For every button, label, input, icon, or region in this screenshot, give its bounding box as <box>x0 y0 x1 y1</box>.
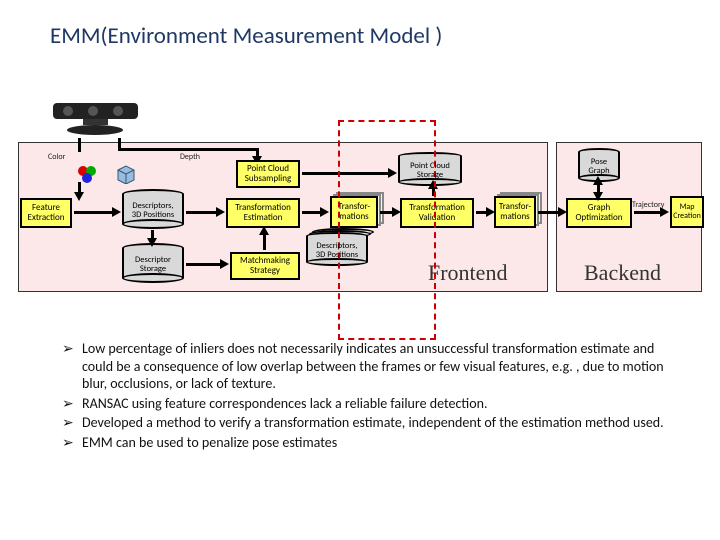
arrow-head <box>74 192 84 201</box>
arrow <box>302 211 322 214</box>
bullet-list: Low percentage of inliers does not neces… <box>60 340 680 453</box>
arrow-head <box>320 207 329 217</box>
descriptors-cylinder: Descriptors,3D Positions <box>122 194 184 228</box>
highlight-box <box>338 120 436 340</box>
arrow-head <box>220 259 229 269</box>
arrow-head <box>593 176 603 185</box>
arrow <box>118 148 258 151</box>
arrow <box>634 211 662 214</box>
arrow <box>78 138 81 152</box>
pipeline-diagram: Frontend Backend Color Depth FeatureExtr… <box>18 120 704 305</box>
trajectory-label: Trajectory <box>632 200 664 210</box>
point-cloud-subsampling-box: Point CloudSubsampling <box>236 160 300 188</box>
map-creation-box: MapCreation <box>670 196 704 228</box>
arrow <box>74 211 114 214</box>
list-item: RANSAC using feature correspondences lac… <box>60 395 680 413</box>
transformation-estimation-box: TransformationEstimation <box>226 198 300 228</box>
page-title: EMM(Environment Measurement Model ) <box>50 22 442 50</box>
transformations2-box: Transfor-mations <box>494 196 536 228</box>
depth-label: Depth <box>180 152 200 162</box>
arrow-head <box>112 207 121 217</box>
feature-extraction-box: FeatureExtraction <box>20 198 72 228</box>
arrow <box>186 211 218 214</box>
list-item: EMM can be used to penalize pose estimat… <box>60 434 680 452</box>
list-item: Low percentage of inliers does not neces… <box>60 340 680 393</box>
rgb-spheres-icon <box>76 164 94 182</box>
backend-label: Backend <box>584 260 661 286</box>
depth-cube-icon <box>114 164 132 182</box>
frontend-label: Frontend <box>428 260 507 286</box>
arrow <box>118 138 121 148</box>
color-label: Color <box>48 152 65 162</box>
graph-optimization-box: GraphOptimization <box>566 198 632 228</box>
descriptor-storage-cylinder: DescriptorStorage <box>122 248 184 282</box>
list-item: Developed a method to verify a transform… <box>60 414 680 432</box>
arrow-head <box>147 238 157 247</box>
arrow <box>186 263 222 266</box>
matchmaking-strategy-box: MatchmakingStrategy <box>230 252 300 280</box>
arrow-head <box>593 192 603 201</box>
arrow-head <box>216 207 225 217</box>
arrow-head <box>259 226 269 235</box>
sensor-icon <box>48 100 143 136</box>
arrow <box>538 211 560 214</box>
